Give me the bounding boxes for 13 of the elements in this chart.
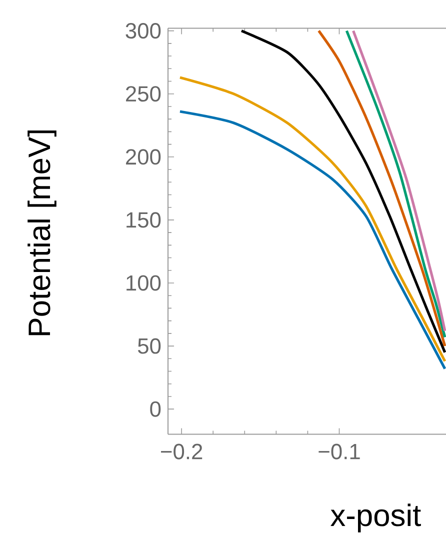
y-tick-label: 50 [138,338,161,354]
y-tick-label: 150 [126,212,161,228]
line-series [240,30,446,354]
y-axis-title: Potential [meV] [28,130,56,336]
x-tick-label: −0.1 [318,444,360,460]
x-axis-title: x-posit [330,504,421,532]
y-tick-label: 200 [126,149,161,165]
y-tick-label: 250 [126,86,161,102]
line-series [317,30,446,348]
y-tick-label: 100 [126,275,161,291]
y-tick-label: 0 [150,401,161,417]
y-tick-label: 300 [126,23,161,39]
x-tick-label: −0.2 [161,444,202,460]
